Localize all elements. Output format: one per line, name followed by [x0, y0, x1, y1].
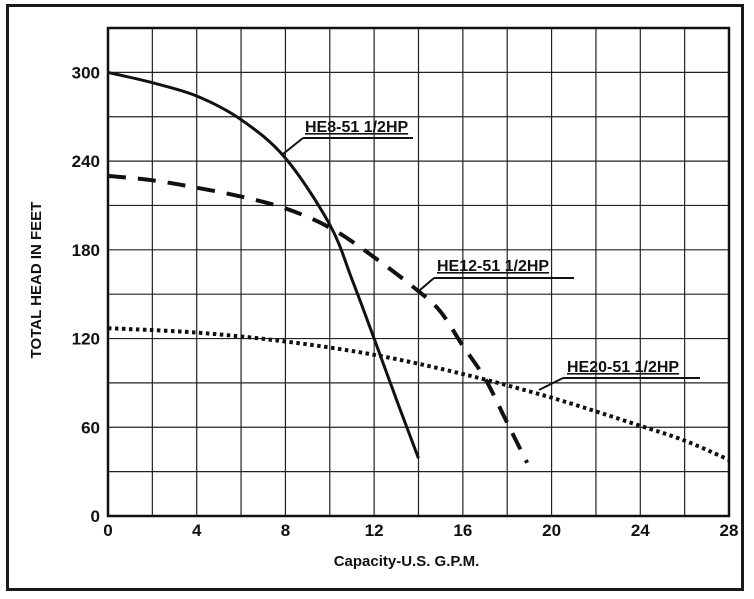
x-axis-title: Capacity-U.S. G.P.M.	[334, 553, 480, 570]
series-label: HE8-51 1/2HP	[305, 119, 408, 136]
x-tick-label: 20	[542, 521, 561, 540]
series-label: HE20-51 1/2HP	[567, 359, 679, 376]
y-tick-label: 120	[72, 330, 100, 349]
series-line-1	[107, 70, 420, 459]
series-label: HE12-51 1/2HP	[437, 258, 549, 275]
x-tick-label: 8	[281, 521, 290, 540]
x-tick-label: 12	[365, 521, 384, 540]
y-tick-label: 300	[72, 63, 100, 82]
series-line-2	[107, 173, 529, 464]
y-tick-label: 0	[91, 507, 100, 526]
x-tick-label: 16	[453, 521, 472, 540]
series-label-leader	[419, 277, 435, 291]
y-tick-label: 60	[81, 418, 100, 437]
y-tick-label: 180	[72, 241, 100, 260]
series-label-leader	[538, 377, 564, 391]
plot-area-border	[106, 26, 731, 518]
series-line-3	[107, 326, 730, 462]
y-axis-title: TOTAL HEAD IN FEET	[28, 202, 45, 359]
series-label-leader	[282, 137, 304, 155]
x-tick-label: 4	[192, 521, 202, 540]
chart-frame	[6, 4, 744, 591]
x-tick-label: 0	[103, 521, 112, 540]
x-tick-label: 28	[720, 521, 739, 540]
y-tick-label: 240	[72, 152, 100, 171]
x-tick-label: 24	[631, 521, 650, 540]
